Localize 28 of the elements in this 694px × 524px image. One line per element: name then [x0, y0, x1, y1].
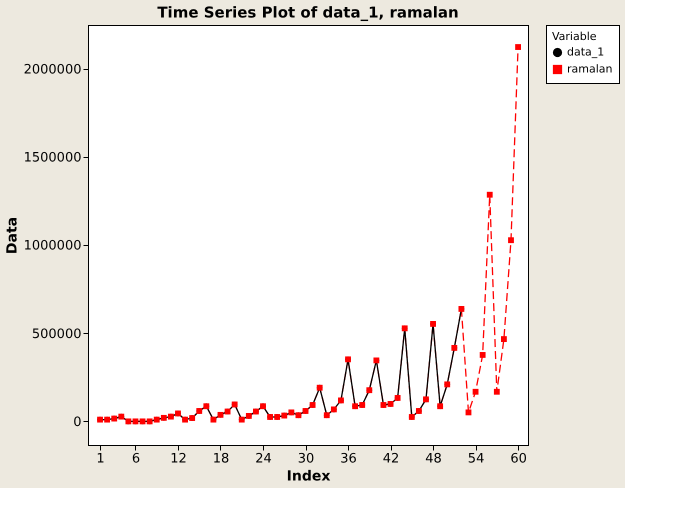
y-tick-label: 2000000: [24, 62, 82, 78]
y-tick-label: 0: [73, 414, 82, 430]
legend-label: ramalan: [567, 62, 613, 76]
point: [508, 237, 514, 244]
y-tick-label: 1500000: [24, 150, 82, 166]
y-tick-label: 500000: [32, 326, 82, 342]
chart-title: Time Series Plot of data_1, ramalan: [157, 4, 459, 22]
point: [515, 44, 521, 50]
x-tick-label: 12: [170, 452, 187, 466]
x-tick-label: 18: [212, 452, 230, 466]
legend-title: Variable: [552, 30, 597, 43]
x-tick-label: 6: [132, 452, 140, 466]
x-tick-label: 42: [382, 452, 400, 466]
point: [480, 352, 486, 358]
x-tick-label: 48: [425, 452, 442, 466]
x-tick-label: 54: [468, 452, 484, 466]
x-axis-title: Index: [286, 468, 330, 484]
x-tick-label: 36: [340, 452, 357, 466]
legend-label: data_1: [567, 46, 604, 58]
y-axis-title: Data: [4, 216, 21, 254]
point: [466, 409, 472, 416]
x-tick-label: 30: [298, 452, 314, 466]
point: [500, 336, 507, 342]
point: [472, 388, 478, 395]
y-tick-label: 1000000: [24, 238, 82, 254]
x-tick-label: 24: [255, 452, 272, 466]
x-tick-label: 60: [510, 452, 527, 466]
x-tick-label: 1: [96, 452, 105, 466]
